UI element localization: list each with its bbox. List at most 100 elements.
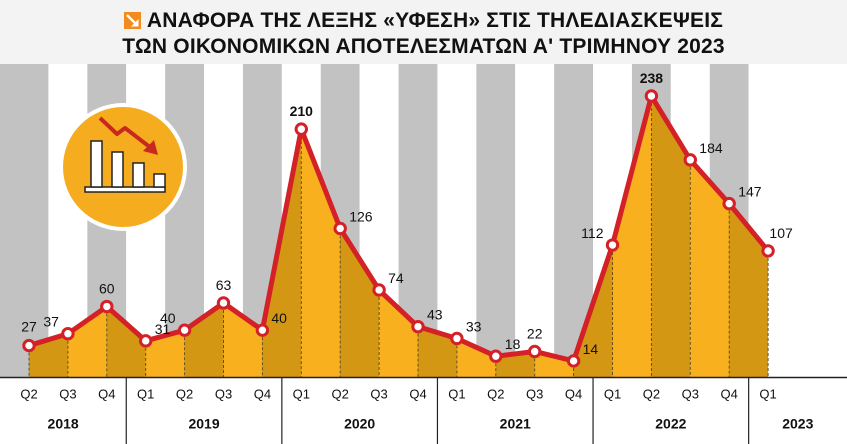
down-trend-arrow-icon: [123, 12, 141, 29]
value-label-18: 184: [699, 140, 723, 156]
data-point-12: [450, 331, 464, 346]
area-segment-12: [456, 338, 496, 378]
data-point-5: [177, 323, 192, 337]
value-label-11: 43: [427, 307, 443, 323]
series-polyline: [28, 93, 771, 364]
area-segment-13: [495, 351, 535, 378]
year-separators: [125, 377, 750, 444]
data-point-15: [566, 354, 581, 368]
data-point-4: [139, 334, 153, 348]
year-label-2022: 2022: [655, 416, 686, 432]
quarter-label-16: Q1: [604, 387, 621, 402]
quarter-label-14: Q3: [526, 387, 543, 402]
area-segment-8: [301, 129, 341, 378]
data-point-17: [644, 89, 659, 103]
value-label-2: 37: [43, 314, 59, 330]
area-segment-4: [145, 330, 185, 378]
quarter-label-9: Q2: [332, 387, 349, 402]
quarter-label-6: Q3: [215, 387, 232, 402]
value-label-12: 33: [466, 318, 482, 334]
year-label-2019: 2019: [188, 416, 219, 432]
stripe-1: [0, 64, 49, 378]
data-points: [22, 89, 775, 368]
year-label-2023: 2023: [782, 416, 813, 432]
falling-bar-chart-icon: [57, 101, 189, 233]
quarter-label-7: Q4: [254, 387, 271, 402]
area-segment-10: [379, 289, 418, 378]
year-labels: 2018 2019 2020 2021 2022 2023: [48, 416, 814, 432]
data-point-16: [605, 238, 620, 252]
quarter-label-3: Q4: [98, 387, 115, 402]
quarter-label-5: Q2: [176, 387, 193, 402]
quarter-label-8: Q1: [293, 387, 310, 402]
quarter-label-1: Q2: [20, 387, 37, 402]
quarter-label-15: Q4: [565, 387, 582, 402]
data-point-11: [411, 319, 425, 334]
value-label-19: 147: [738, 184, 762, 200]
value-label-17: 238: [640, 70, 664, 86]
value-label-4: 31: [155, 321, 171, 337]
data-point-1: [22, 338, 36, 353]
data-point-10: [372, 283, 386, 297]
value-label-10: 74: [388, 270, 404, 286]
year-label-2018: 2018: [48, 416, 79, 432]
value-label-16: 112: [581, 225, 604, 241]
area-fills: [29, 96, 769, 378]
chart-title-line-1: ΑΝΑΦΟΡΑ ΤΗΣ ΛΕΞΗΣ «ΥΦΕΣΗ» ΣΤΙΣ ΤΗΛΕΔΙΑΣΚ…: [0, 9, 847, 33]
area-segment-9: [340, 228, 380, 378]
area-segment-11: [418, 326, 457, 378]
value-label-20: 107: [769, 225, 793, 241]
quarter-label-19: Q4: [721, 387, 738, 402]
quarter-label-13: Q2: [487, 387, 504, 402]
area-segment-3: [106, 306, 146, 378]
quarter-label-11: Q4: [409, 387, 426, 402]
chart-header: ΑΝΑΦΟΡΑ ΤΗΣ ΛΕΞΗΣ «ΥΦΕΣΗ» ΣΤΙΣ ΤΗΛΕΔΙΑΣΚ…: [0, 0, 847, 64]
value-label-5: 40: [160, 310, 176, 326]
area-segment-14: [534, 351, 574, 378]
data-point-14: [528, 344, 542, 359]
quarter-label-4: Q1: [137, 387, 154, 402]
chart-title-line-2: ΤΩΝ ΟΙΚΟΝΟΜΙΚΩΝ ΑΠΟΤΕΛΕΣΜΑΤΩΝ Α' ΤΡΙΜΗΝΟ…: [122, 35, 725, 58]
area-segment-16: [612, 96, 652, 378]
quarter-label-18: Q3: [682, 387, 699, 402]
stripe-12: [437, 64, 477, 378]
value-label-1: 27: [21, 319, 37, 335]
series-line: [28, 93, 771, 364]
data-point-2: [61, 327, 75, 341]
area-segment-17: [651, 96, 691, 378]
stripe-14: [515, 64, 555, 378]
value-label-7: 40: [271, 310, 287, 326]
quarter-label-12: Q1: [448, 387, 465, 402]
area-segment-2: [67, 306, 107, 378]
data-point-18: [683, 153, 697, 167]
value-label-15: 14: [583, 341, 599, 357]
data-point-20: [761, 244, 775, 258]
area-segment-5: [184, 302, 224, 378]
data-point-19: [722, 196, 736, 211]
value-label-6: 63: [216, 277, 232, 293]
quarter-label-17: Q2: [643, 387, 660, 402]
year-label-2021: 2021: [500, 416, 531, 432]
area-segment-6: [223, 302, 263, 378]
area-segment-19: [729, 203, 769, 378]
value-label-9: 126: [349, 208, 373, 224]
data-point-9: [333, 221, 347, 236]
drop-lines: [28, 103, 769, 378]
data-point-8: [294, 122, 308, 136]
data-point-3: [100, 299, 114, 314]
data-point-6: [216, 296, 231, 310]
value-label-8: 210: [290, 103, 314, 119]
data-point-7: [255, 323, 270, 337]
quarter-label-20: Q1: [759, 387, 776, 402]
value-label-13: 18: [505, 336, 521, 352]
data-point-13: [489, 349, 503, 363]
stripe-13: [476, 64, 516, 378]
value-label-3: 60: [99, 281, 115, 297]
quarter-tick-labels: Q2 Q3 Q4 Q1 Q2 Q3 Q4 Q1 Q2 Q3 Q4 Q1 Q2 Q3 Q4 Q1 Q2 Q3 Q4 Q1: [20, 387, 776, 402]
chart-title-text-1: ΑΝΑΦΟΡΑ ΤΗΣ ΛΕΞΗΣ «ΥΦΕΣΗ» ΣΤΙΣ ΤΗΛΕΔΙΑΣΚ…: [146, 9, 724, 32]
value-labels: 27 37603140634021012674433318221411223818…: [21, 70, 793, 357]
quarter-label-2: Q3: [59, 387, 76, 402]
value-label-14: 22: [527, 325, 543, 341]
area-segment-18: [690, 159, 730, 378]
year-label-2020: 2020: [344, 416, 375, 432]
